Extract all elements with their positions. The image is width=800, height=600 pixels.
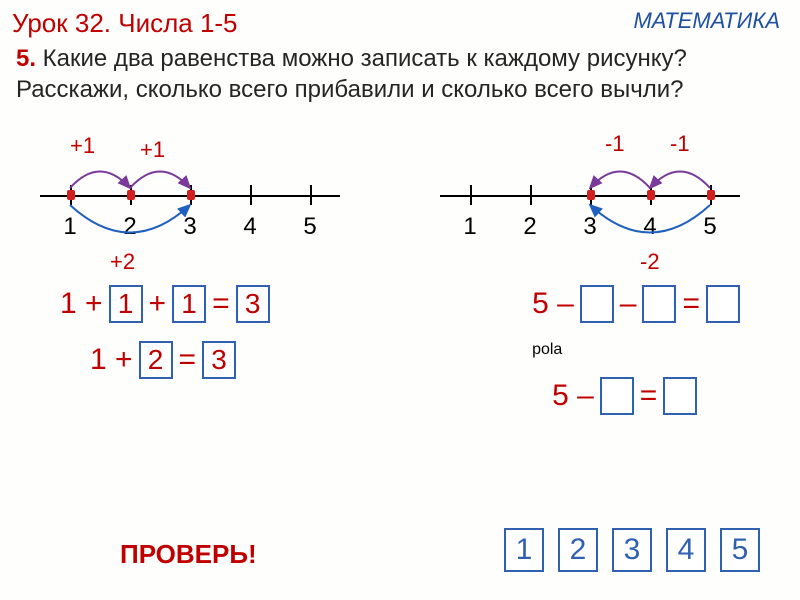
subject-label: МАТЕМАТИКА	[633, 8, 780, 39]
equation-row: 5 – – =	[532, 285, 740, 323]
op-label: -1	[605, 131, 625, 157]
op-label: +1	[140, 137, 165, 163]
answer-box[interactable]: 1	[109, 285, 143, 323]
answer-box[interactable]	[663, 377, 697, 415]
answer-tile[interactable]: 1	[504, 528, 544, 572]
op-label: +2	[110, 249, 135, 275]
answer-tile[interactable]: 2	[558, 528, 598, 572]
equation-row: 1 + 2 = 3	[90, 341, 270, 379]
op-label: -1	[670, 131, 690, 157]
equation-row: 5 – =	[552, 377, 740, 415]
eq-text: 1 +	[90, 343, 133, 377]
answer-box[interactable]	[580, 285, 614, 323]
eq-text: +	[149, 287, 167, 321]
eq-text: =	[212, 287, 230, 321]
eq-text: 5 –	[552, 379, 594, 413]
answer-tiles: 1 2 3 4 5	[504, 528, 760, 572]
question-line1: Какие два равенства можно записать к каж…	[36, 45, 687, 72]
eq-text: =	[640, 379, 658, 413]
question-number: 5.	[16, 45, 36, 72]
op-label: +1	[70, 133, 95, 159]
eq-text: 5 –	[532, 287, 574, 321]
op-label: -2	[640, 249, 660, 275]
numberline-left: 1 2 3 4 5 +1 +1 +2	[40, 125, 360, 275]
answer-box[interactable]	[706, 285, 740, 323]
answer-box[interactable]	[600, 377, 634, 415]
eq-text: –	[620, 287, 637, 321]
numberline-right: 1 2 3 4 5 -1 -1 -2	[440, 125, 760, 275]
check-label: ПРОВЕРЬ!	[120, 539, 257, 570]
equation-row: 1 + 1 + 1 = 3	[60, 285, 270, 323]
answer-tile[interactable]: 3	[612, 528, 652, 572]
answer-tile[interactable]: 5	[720, 528, 760, 572]
eq-text: =	[179, 343, 197, 377]
arc-group	[440, 125, 740, 275]
answer-box[interactable]: 3	[236, 285, 270, 323]
answer-box[interactable]	[642, 285, 676, 323]
eq-text: =	[682, 287, 700, 321]
eq-text: 1 +	[60, 287, 103, 321]
lesson-title: Урок 32. Числа 1-5	[12, 8, 238, 39]
answer-box[interactable]: 1	[172, 285, 206, 323]
answer-box[interactable]: 2	[139, 341, 173, 379]
equations-right: 5 – – = pola 5 – =	[532, 285, 740, 415]
answer-tile[interactable]: 4	[666, 528, 706, 572]
equations-left: 1 + 1 + 1 = 3 1 + 2 = 3	[60, 285, 270, 415]
question-text: 5. Какие два равенства можно записать к …	[0, 43, 800, 105]
question-line2: Расскажи, сколько всего прибавили и скол…	[16, 76, 684, 103]
answer-box[interactable]: 3	[202, 341, 236, 379]
